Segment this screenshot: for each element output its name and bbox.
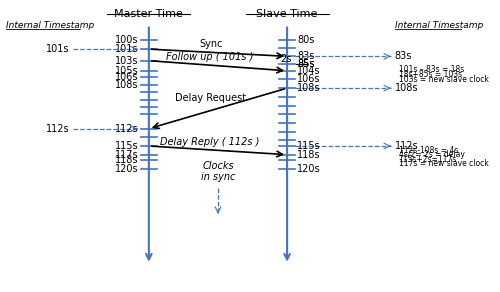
Text: 103s = new slave clock: 103s = new slave clock: [398, 75, 488, 84]
Text: Internal Timestamp: Internal Timestamp: [396, 22, 484, 30]
Text: 118s: 118s: [115, 155, 138, 166]
Text: 112s-108s = 4s: 112s-108s = 4s: [398, 145, 458, 154]
Text: Clocks
in sync: Clocks in sync: [201, 161, 235, 182]
Text: 101s: 101s: [46, 44, 69, 54]
Text: 108s: 108s: [115, 80, 138, 90]
Text: 106s: 106s: [297, 74, 320, 84]
Text: Follow up ( 101s ): Follow up ( 101s ): [166, 53, 254, 62]
Text: Delay Request: Delay Request: [174, 93, 246, 103]
Text: 115s: 115s: [115, 141, 138, 151]
Text: 120s: 120s: [297, 164, 321, 174]
Text: 118s: 118s: [297, 150, 320, 160]
Text: 117s: 117s: [115, 150, 138, 160]
Text: 117s = new slave clock: 117s = new slave clock: [398, 159, 488, 168]
Text: 104s: 104s: [297, 66, 320, 76]
Text: 120s: 120s: [115, 164, 138, 174]
Text: 101s: 101s: [115, 44, 138, 54]
Text: 80s: 80s: [297, 35, 314, 46]
Text: 18s+85s = 103s: 18s+85s = 103s: [398, 70, 462, 79]
Text: Internal Timestamp: Internal Timestamp: [6, 22, 94, 30]
Text: 106s: 106s: [115, 72, 138, 81]
Text: 103s: 103s: [115, 56, 138, 66]
Text: 108s: 108s: [297, 83, 320, 93]
Text: Delay Reply ( 112s ): Delay Reply ( 112s ): [160, 138, 260, 147]
Text: Sync: Sync: [200, 39, 223, 49]
Text: 4s/2= 2s = delay: 4s/2= 2s = delay: [398, 150, 464, 159]
Text: 105s: 105s: [115, 66, 138, 76]
Text: 115s: 115s: [297, 141, 321, 151]
Text: 2s: 2s: [280, 54, 291, 64]
Text: Slave Time: Slave Time: [256, 9, 318, 19]
Text: 100s: 100s: [115, 35, 138, 46]
Text: 83s: 83s: [297, 51, 314, 61]
Text: 83s: 83s: [394, 51, 412, 61]
Text: 112s: 112s: [46, 124, 69, 134]
Text: 85s: 85s: [297, 59, 314, 69]
Text: 108s: 108s: [394, 83, 418, 93]
Text: Master Time: Master Time: [114, 9, 184, 19]
Text: 115s+2s=117s: 115s+2s=117s: [398, 155, 457, 164]
Text: 112s: 112s: [115, 124, 138, 134]
Text: 101s – 83s = 18s: 101s – 83s = 18s: [398, 65, 464, 74]
Text: 112s: 112s: [394, 141, 418, 151]
Text: 85s: 85s: [297, 59, 314, 69]
